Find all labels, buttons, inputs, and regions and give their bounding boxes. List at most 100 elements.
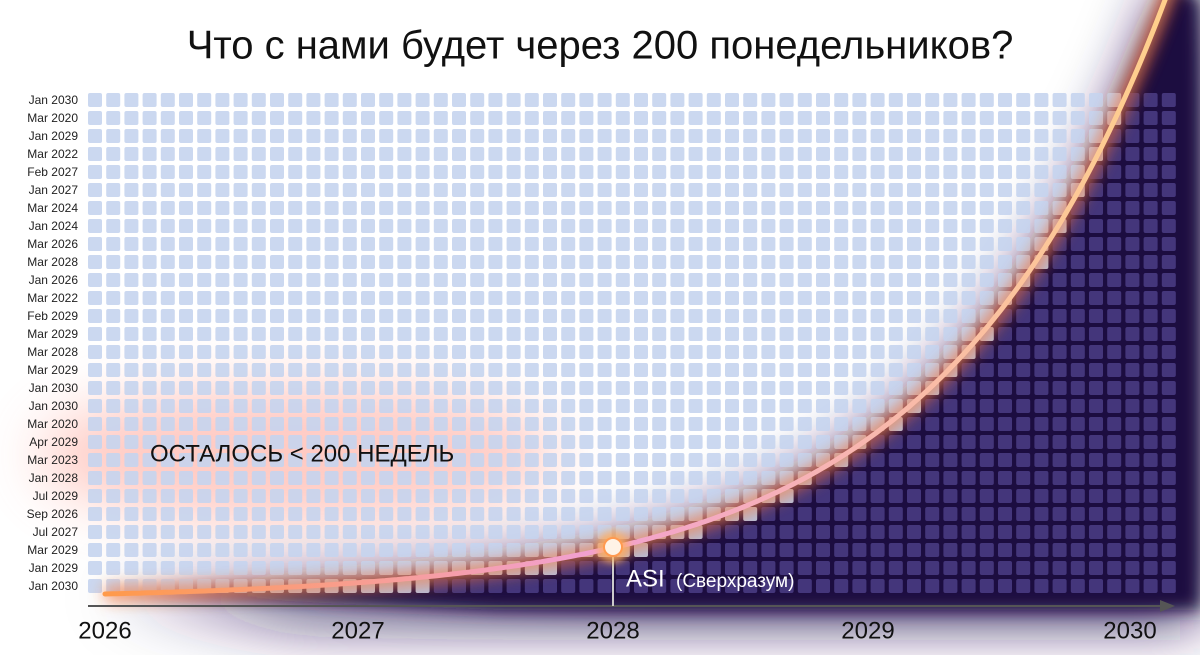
week-cell xyxy=(834,219,849,233)
week-cell xyxy=(1107,255,1122,269)
week-cell xyxy=(106,165,121,179)
week-cell xyxy=(488,453,503,467)
week-cell xyxy=(233,525,248,539)
week-cell xyxy=(834,201,849,215)
week-cell xyxy=(1070,561,1085,575)
week-cell xyxy=(452,111,466,125)
week-cell xyxy=(907,201,921,215)
week-cell xyxy=(433,147,448,161)
week-cell xyxy=(488,309,503,323)
week-cell xyxy=(233,489,248,503)
week-cell xyxy=(816,273,830,287)
week-cell xyxy=(124,363,139,377)
week-cell xyxy=(415,309,430,323)
week-cell xyxy=(998,435,1012,449)
week-cell xyxy=(1143,435,1158,449)
week-cell xyxy=(1052,129,1067,143)
week-cell xyxy=(1107,417,1122,431)
week-cell xyxy=(1016,525,1031,539)
week-cell xyxy=(615,471,630,485)
week-cell xyxy=(761,471,776,485)
week-cell xyxy=(415,165,430,179)
week-cell xyxy=(306,129,321,143)
week-cell xyxy=(925,417,940,431)
week-cell xyxy=(979,381,994,395)
week-cell xyxy=(797,201,812,215)
week-cell xyxy=(415,255,430,269)
week-cell xyxy=(779,273,794,287)
week-cell xyxy=(1016,165,1031,179)
week-cell xyxy=(725,219,739,233)
week-cell xyxy=(361,525,375,539)
week-cell xyxy=(361,489,375,503)
week-cell xyxy=(306,327,321,341)
week-cell xyxy=(834,543,849,557)
week-cell xyxy=(743,381,758,395)
week-cell xyxy=(1089,525,1103,539)
week-cell xyxy=(706,327,721,341)
week-cell xyxy=(1070,129,1085,143)
week-cell xyxy=(579,561,594,575)
week-cell xyxy=(342,273,357,287)
week-cell xyxy=(725,525,739,539)
week-cell xyxy=(779,381,794,395)
week-cell xyxy=(907,345,921,359)
week-cell xyxy=(1052,327,1067,341)
week-cell xyxy=(888,111,903,125)
week-cell xyxy=(634,147,648,161)
week-cell xyxy=(615,363,630,377)
week-cell xyxy=(233,399,248,413)
row-label: Apr 2029 xyxy=(29,435,78,449)
week-cell xyxy=(470,273,485,287)
week-cell xyxy=(852,345,867,359)
week-cell xyxy=(888,237,903,251)
week-cell xyxy=(1161,363,1176,377)
week-cell xyxy=(1016,543,1031,557)
week-cell xyxy=(452,291,466,305)
week-cell xyxy=(761,291,776,305)
week-cell xyxy=(579,111,594,125)
week-cell xyxy=(233,219,248,233)
week-cell xyxy=(524,93,539,107)
week-cell xyxy=(433,273,448,287)
week-cell xyxy=(379,255,394,269)
week-cell xyxy=(561,579,576,593)
week-cell xyxy=(961,201,976,215)
week-cell xyxy=(779,165,794,179)
x-axis-label: 2027 xyxy=(331,617,384,644)
week-cell xyxy=(1125,291,1140,305)
week-cell xyxy=(907,291,921,305)
week-cell xyxy=(1143,93,1158,107)
week-cell xyxy=(470,291,485,305)
week-cell xyxy=(524,255,539,269)
week-cell xyxy=(361,291,375,305)
effects: 2026 2027 2028 2029 2030 xyxy=(78,0,1175,644)
week-cell xyxy=(888,381,903,395)
week-cell xyxy=(579,237,594,251)
week-cell xyxy=(1089,201,1103,215)
week-cell xyxy=(415,399,430,413)
week-cell xyxy=(160,93,175,107)
week-cell xyxy=(524,327,539,341)
week-cell xyxy=(88,309,102,323)
week-cell xyxy=(543,291,557,305)
week-cell xyxy=(415,129,430,143)
week-cell xyxy=(470,435,485,449)
week-cell xyxy=(1052,147,1067,161)
week-cell xyxy=(1052,561,1067,575)
week-cell xyxy=(961,435,976,449)
week-cell xyxy=(88,453,102,467)
week-cell xyxy=(270,327,284,341)
week-cell xyxy=(1052,453,1067,467)
week-cell xyxy=(561,417,576,431)
week-cell xyxy=(597,363,612,377)
week-cell xyxy=(342,417,357,431)
week-cell xyxy=(1125,561,1140,575)
week-cell xyxy=(943,255,958,269)
week-cell xyxy=(1143,183,1158,197)
week-cell xyxy=(452,201,466,215)
week-cell xyxy=(1034,543,1049,557)
week-cell xyxy=(379,471,394,485)
week-cell xyxy=(379,165,394,179)
week-cell xyxy=(670,255,685,269)
